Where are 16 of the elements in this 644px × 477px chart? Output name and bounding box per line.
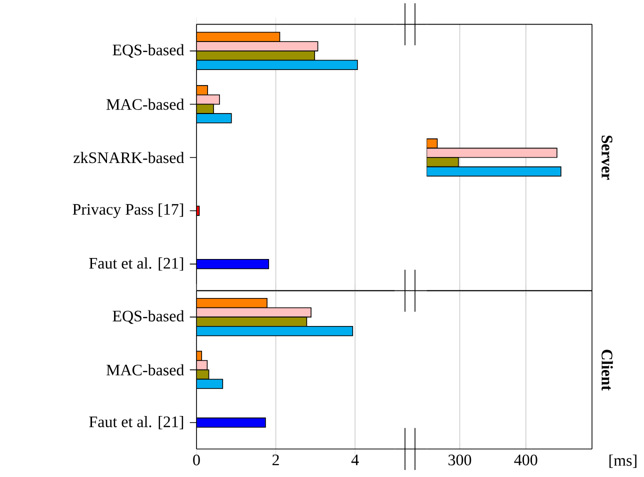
x-axis-title: [ms] bbox=[609, 454, 636, 468]
y-tick-label: MAC-based bbox=[106, 364, 184, 376]
x-tick-label: 2 bbox=[272, 454, 279, 466]
y-tick-label: EQS-based bbox=[112, 44, 184, 58]
x-tick-label: 300 bbox=[448, 454, 472, 466]
y-tick-label: Privacy Pass [17] bbox=[72, 204, 184, 218]
y-tick-label: Faut et al. [21] bbox=[89, 257, 184, 271]
y-tick-label: Faut et al. [21] bbox=[89, 416, 184, 430]
x-tick-label: 4 bbox=[351, 454, 359, 466]
x-tick-label: 0 bbox=[193, 454, 200, 466]
y-axis-title: Client bbox=[602, 350, 613, 391]
y-axis-title: Server bbox=[602, 136, 612, 180]
y-tick-label: zkSNARK-based bbox=[74, 152, 184, 164]
x-tick-label: 400 bbox=[514, 454, 538, 466]
y-tick-label: MAC-based bbox=[106, 98, 184, 110]
y-tick-label: EQS-based bbox=[112, 310, 184, 324]
